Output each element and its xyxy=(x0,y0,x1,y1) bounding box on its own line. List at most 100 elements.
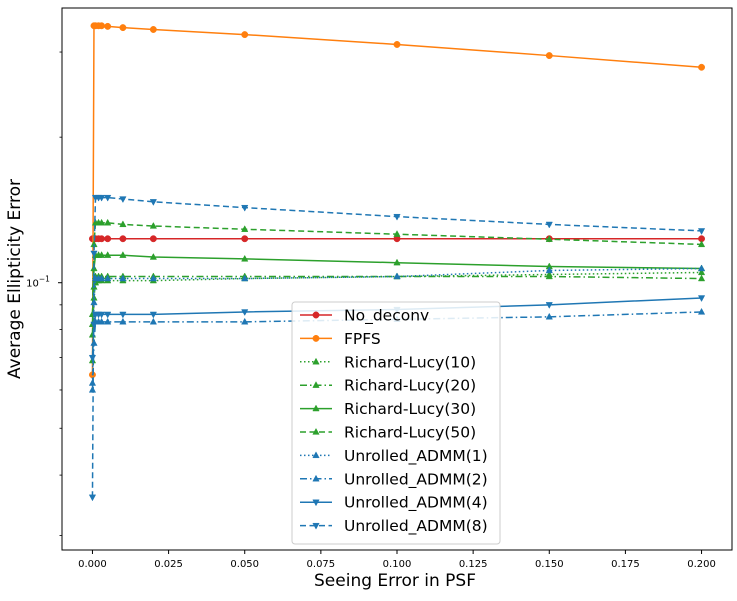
legend-marker xyxy=(312,357,320,365)
legend-entry: Richard-Lucy(50) xyxy=(300,424,476,442)
legend-marker xyxy=(312,522,320,530)
data-point xyxy=(119,274,127,282)
data-point xyxy=(545,272,553,280)
data-point xyxy=(241,225,249,232)
legend-entry: Unrolled_ADMM(1) xyxy=(300,447,488,466)
legend-entry: No_deconv xyxy=(300,307,429,326)
x-axis-label: Seeing Error in PSF xyxy=(314,571,476,591)
legend-label: Unrolled_ADMM(8) xyxy=(344,517,488,536)
data-point xyxy=(119,251,127,258)
data-point xyxy=(393,230,401,237)
data-point xyxy=(241,235,249,243)
x-tick-label: 0.200 xyxy=(687,559,716,570)
legend-marker xyxy=(312,334,320,342)
data-point xyxy=(119,196,127,204)
legend-entry: Richard-Lucy(20) xyxy=(300,377,476,395)
data-point xyxy=(104,317,112,325)
data-point xyxy=(97,274,106,282)
data-point xyxy=(149,221,157,229)
data-point xyxy=(97,251,106,258)
legend-label: Richard-Lucy(30) xyxy=(344,400,476,418)
legend-marker xyxy=(312,451,320,459)
data-point xyxy=(104,218,112,226)
x-tick-label: 0.150 xyxy=(535,559,564,570)
legend: No_deconv FPFS Richard-Lucy(10) Richard-Luc… xyxy=(291,301,501,545)
data-point xyxy=(149,199,157,206)
y-axis-label: Average Ellipticity Error xyxy=(5,179,25,379)
data-point xyxy=(545,52,553,60)
data-point xyxy=(241,204,249,212)
legend-label: Richard-Lucy(20) xyxy=(344,377,476,395)
series-line xyxy=(91,275,702,335)
data-point xyxy=(104,22,112,30)
data-point xyxy=(149,235,157,243)
series-9 xyxy=(88,194,706,502)
data-point xyxy=(545,235,553,242)
data-point xyxy=(104,235,112,243)
series-line xyxy=(91,196,702,498)
data-point xyxy=(697,228,706,235)
data-point xyxy=(393,272,401,280)
data-point xyxy=(98,22,106,30)
legend-label: No_deconv xyxy=(344,307,429,326)
data-point xyxy=(241,254,249,262)
series-layer xyxy=(88,22,706,502)
data-point xyxy=(545,266,553,274)
data-point xyxy=(119,235,127,243)
legend-entry: Unrolled_ADMM(2) xyxy=(300,470,488,489)
x-tick-label: 0.175 xyxy=(611,559,640,570)
data-point xyxy=(104,311,112,319)
data-point xyxy=(545,221,553,229)
legend-marker xyxy=(312,474,320,482)
legend-label: Unrolled_ADMM(1) xyxy=(344,447,488,466)
data-point xyxy=(697,240,706,248)
data-point xyxy=(241,309,249,316)
legend-marker xyxy=(312,427,320,435)
data-point xyxy=(697,274,706,282)
data-point xyxy=(393,41,401,48)
x-axis: 0.000 0.025 0.050 0.075 0.100 0.125 0.150 0.175… xyxy=(78,550,716,570)
data-point xyxy=(88,494,97,502)
x-tick-label: 0.050 xyxy=(230,559,259,570)
legend-label: Richard-Lucy(50) xyxy=(344,424,476,442)
data-point xyxy=(149,311,157,319)
data-point xyxy=(393,213,401,221)
data-point xyxy=(149,253,157,260)
data-point xyxy=(90,250,98,258)
data-point xyxy=(119,311,127,319)
data-point xyxy=(104,251,112,258)
data-point xyxy=(119,317,127,325)
data-point xyxy=(241,317,249,325)
data-point xyxy=(545,312,553,320)
data-point xyxy=(98,235,106,243)
data-point xyxy=(149,317,157,325)
x-tick-label: 0.075 xyxy=(307,559,336,570)
legend-marker xyxy=(312,499,320,507)
x-tick-label: 0.000 xyxy=(78,559,107,570)
data-point xyxy=(149,26,157,33)
data-point xyxy=(545,302,553,309)
legend-entry: Richard-Lucy(30) xyxy=(300,400,476,418)
data-point xyxy=(697,264,706,272)
data-point xyxy=(97,194,106,202)
data-point xyxy=(393,258,401,266)
legend-label: Unrolled_ADMM(4) xyxy=(344,494,488,513)
legend-label: Unrolled_ADMM(2) xyxy=(344,470,488,489)
data-point xyxy=(697,295,706,302)
y-axis: 10−1 xyxy=(26,51,62,536)
legend-entry: Richard-Lucy(10) xyxy=(300,353,476,371)
data-point xyxy=(149,274,157,282)
legend-marker xyxy=(312,381,320,388)
x-tick-label: 0.125 xyxy=(459,559,488,570)
legend-marker xyxy=(312,311,320,319)
y-tick-exponent: −1 xyxy=(39,275,50,284)
data-point xyxy=(88,354,97,362)
data-point xyxy=(119,24,127,32)
data-point xyxy=(97,311,106,319)
data-point xyxy=(97,317,106,325)
legend-entry: Unrolled_ADMM(4) xyxy=(300,494,488,513)
data-point xyxy=(97,218,106,226)
data-point xyxy=(241,31,249,39)
